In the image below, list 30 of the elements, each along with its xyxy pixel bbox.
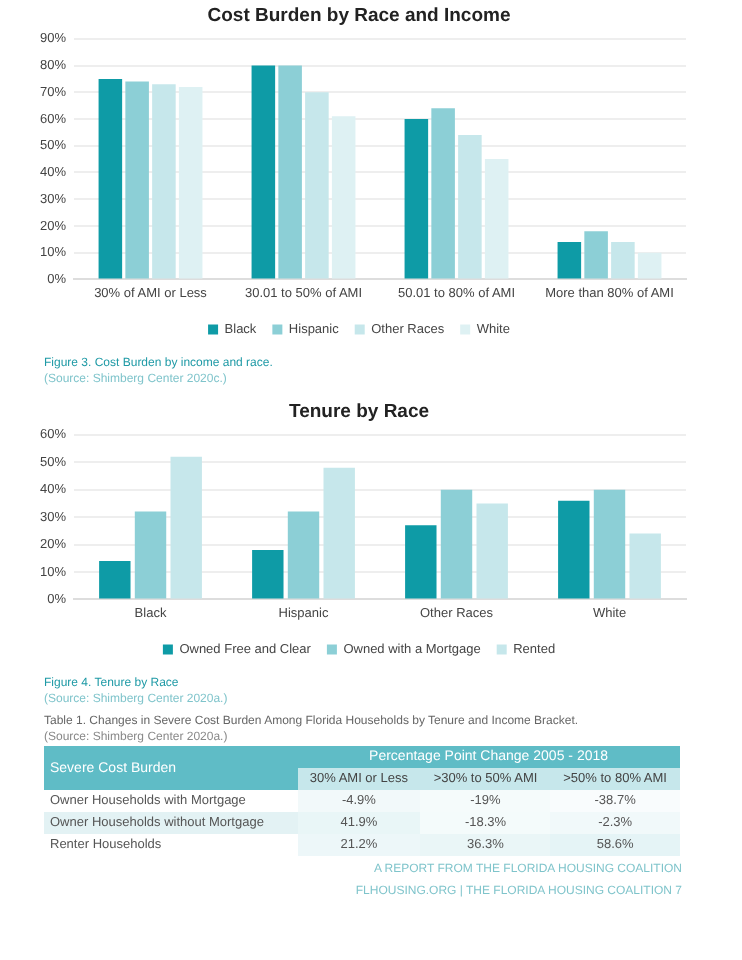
bar bbox=[134, 511, 167, 599]
bar bbox=[252, 550, 284, 599]
bar bbox=[98, 78, 123, 279]
bar bbox=[251, 65, 276, 279]
bar bbox=[287, 511, 320, 599]
bar bbox=[152, 84, 176, 279]
bar bbox=[476, 503, 508, 599]
bar bbox=[323, 467, 355, 599]
bar bbox=[125, 81, 149, 279]
bar bbox=[178, 86, 203, 279]
bar bbox=[629, 533, 661, 599]
bar bbox=[431, 108, 455, 279]
bar bbox=[331, 116, 356, 279]
bar bbox=[593, 489, 626, 599]
chart-title: Cost Burden by Race and Income bbox=[207, 4, 511, 27]
bar bbox=[557, 241, 582, 279]
bar bbox=[637, 252, 662, 279]
chart-title: Tenure by Race bbox=[288, 400, 430, 423]
bar bbox=[99, 560, 131, 599]
bar bbox=[584, 231, 608, 279]
bar bbox=[170, 456, 202, 599]
bar bbox=[404, 119, 429, 279]
bar bbox=[440, 489, 473, 599]
bar bbox=[558, 500, 590, 599]
bar bbox=[611, 241, 635, 279]
bar bbox=[405, 525, 437, 599]
bar bbox=[484, 159, 509, 279]
bar bbox=[278, 65, 302, 279]
bar bbox=[458, 135, 482, 279]
bar bbox=[305, 92, 329, 279]
